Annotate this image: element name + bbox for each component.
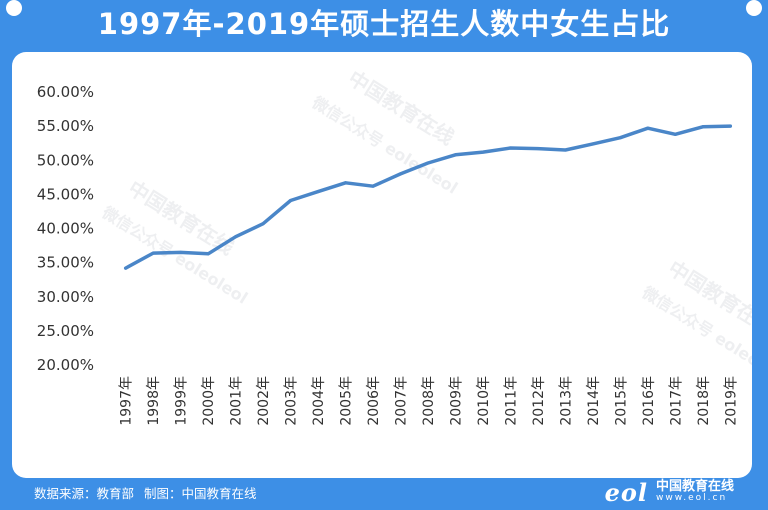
x-tick-label: 2002年	[256, 376, 272, 426]
x-tick-label: 2016年	[641, 376, 657, 426]
x-tick-label: 2011年	[503, 376, 519, 426]
brand: eol 中国教育在线 www.eol.cn	[604, 477, 734, 507]
y-tick-label: 60.00%	[37, 83, 94, 101]
chart-card: 中国教育在线 微信公众号 eoleoleol 中国教育在线 微信公众号 eole…	[12, 52, 752, 478]
data-point	[536, 147, 540, 151]
y-tick-label: 50.00%	[37, 151, 94, 169]
data-point	[151, 251, 155, 255]
x-tick-label: 2019年	[723, 376, 739, 426]
data-point	[289, 199, 293, 203]
x-tick-label: 2005年	[339, 376, 355, 426]
y-tick-label: 35.00%	[37, 254, 94, 272]
y-tick-label: 45.00%	[37, 185, 94, 203]
data-point	[399, 172, 403, 176]
data-point	[206, 252, 210, 256]
x-tick-label: 1997年	[119, 376, 135, 426]
corner-dot-right	[746, 0, 762, 16]
data-point	[344, 181, 348, 185]
data-point	[618, 136, 622, 140]
x-tick-label: 2009年	[448, 376, 464, 426]
data-point	[261, 222, 265, 226]
brand-name: 中国教育在线	[655, 479, 734, 495]
x-tick-label: 2017年	[668, 376, 684, 426]
y-tick-label: 20.00%	[37, 356, 94, 374]
data-point	[371, 184, 375, 188]
data-point	[426, 161, 430, 165]
data-point	[646, 126, 650, 130]
data-point	[179, 250, 183, 254]
x-tick-label: 2010年	[476, 376, 492, 426]
data-point	[234, 235, 238, 239]
y-tick-label: 55.00%	[37, 117, 94, 135]
data-source-label: 数据来源：教育部	[34, 486, 135, 501]
x-tick-label: 2013年	[558, 376, 574, 426]
corner-dot-left	[6, 0, 22, 16]
x-tick-label: 2000年	[201, 376, 217, 426]
series-line	[123, 124, 733, 270]
x-tick-label: 2004年	[311, 376, 327, 426]
data-point	[728, 124, 732, 128]
x-tick-label: 2008年	[421, 376, 437, 426]
x-tick-label: 2003年	[284, 376, 300, 426]
data-point	[481, 150, 485, 154]
data-point	[591, 142, 595, 146]
brand-text: 中国教育在线 www.eol.cn	[656, 480, 734, 503]
x-tick-label: 2001年	[229, 376, 245, 426]
x-tick-label: 2007年	[394, 376, 410, 426]
brand-url: www.eol.cn	[655, 493, 728, 504]
x-tick-label: 2014年	[586, 376, 602, 426]
x-tick-label: 2012年	[531, 376, 547, 426]
data-point	[508, 146, 512, 150]
footer: 数据来源：教育部 制图：中国教育在线	[34, 482, 263, 506]
x-tick-label: 1998年	[146, 376, 162, 426]
y-tick-label: 25.00%	[37, 322, 94, 340]
x-tick-label: 2018年	[696, 376, 712, 426]
data-point	[563, 148, 567, 152]
eol-logo: eol	[604, 477, 648, 507]
x-tick-label: 1999年	[174, 376, 190, 426]
data-point	[316, 190, 320, 194]
data-point	[124, 266, 128, 270]
chart-title: 1997年-2019年硕士招生人数中女生占比	[97, 7, 671, 41]
made-by-label: 制图：中国教育在线	[144, 486, 257, 501]
y-tick-label: 40.00%	[37, 220, 94, 238]
data-point	[701, 125, 705, 129]
y-tick-label: 30.00%	[37, 288, 94, 306]
data-point	[453, 153, 457, 157]
line-chart: 20.00% 25.00% 30.00% 35.00% 40.00% 45.00% 50.0…	[37, 83, 739, 426]
data-point	[673, 132, 677, 136]
x-tick-label: 2015年	[613, 376, 629, 426]
x-tick-label: 2006年	[366, 376, 382, 426]
